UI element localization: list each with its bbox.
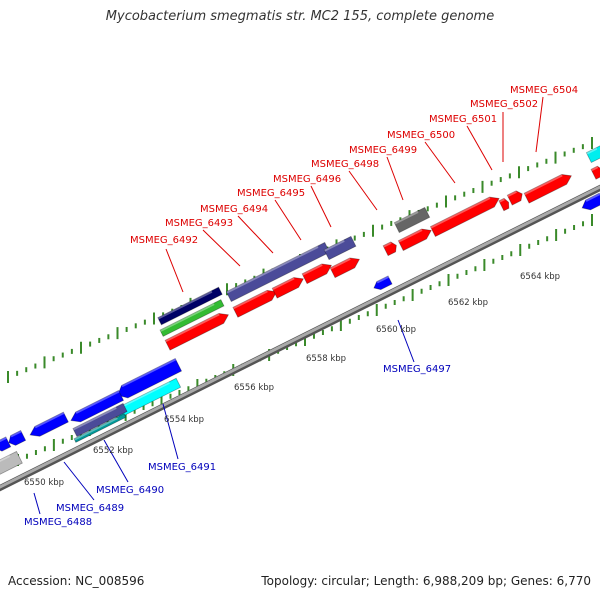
feature-green	[159, 299, 225, 337]
gene-6489-leader	[63, 461, 95, 501]
genome-summary: Topology: circular; Length: 6,988,209 bp…	[261, 574, 591, 588]
scale-label: 6562 kbp	[448, 298, 488, 308]
gene-6496-label: MSMEG_6496	[273, 174, 341, 185]
backbone	[0, 184, 600, 492]
accession-text: Accession: NC_008596	[8, 574, 145, 588]
gene-6493-leader	[202, 229, 241, 267]
gene-6496-leader	[310, 185, 332, 228]
gene-6494-leader	[237, 215, 274, 254]
gene-arrow-edge	[590, 165, 600, 180]
gene-arrow-6496	[329, 257, 361, 279]
scale-label: 6554 kbp	[164, 415, 204, 425]
gene-6500-label: MSMEG_6500	[387, 130, 455, 141]
scale-label: 6556 kbp	[234, 383, 274, 393]
gene-6488-label: MSMEG_6488	[24, 517, 92, 528]
scale-label: 6552 kbp	[93, 446, 133, 456]
gene-6490-leader	[103, 439, 129, 483]
gene-6498-label: MSMEG_6498	[311, 159, 379, 170]
map-title: Mycobacterium smegmatis str. MC2 155, co…	[105, 9, 495, 24]
scale-label: 6550 kbp	[24, 478, 64, 488]
gene-arrow-edge-rev	[581, 192, 600, 211]
gene-6499-label: MSMEG_6499	[349, 145, 417, 156]
gene-arrow-6504	[523, 174, 572, 204]
gene-arrow-6490	[70, 390, 125, 423]
gene-labels: MSMEG_6492 MSMEG_6493 MSMEG_6494 MSMEG_6495…	[24, 85, 578, 528]
gene-arrow-6491-a	[117, 357, 183, 399]
gene-6491-label: MSMEG_6491	[148, 462, 216, 473]
gene-arrow-6493	[232, 289, 278, 318]
gene-arrow-6494	[271, 277, 304, 299]
gene-6494-label: MSMEG_6494	[200, 204, 268, 215]
scale-label: 6558 kbp	[306, 354, 346, 364]
label-leaders	[33, 96, 544, 515]
gene-6502-label: MSMEG_6502	[470, 99, 538, 110]
gene-6499-leader	[386, 156, 404, 201]
feature-gray	[393, 206, 431, 234]
feature-violet-2	[323, 235, 357, 261]
gene-6498-leader	[348, 170, 378, 211]
gene-6504-leader	[535, 96, 544, 153]
gene-6501-label: MSMEG_6501	[429, 114, 497, 125]
feature-navy	[157, 286, 223, 326]
feature-light-gray	[0, 450, 23, 478]
backbone-line	[0, 185, 600, 489]
scale-label: 6560 kbp	[376, 325, 416, 335]
gene-arrow-6487	[0, 436, 12, 452]
feature-track	[0, 144, 600, 478]
gene-arrow-6501	[498, 197, 510, 212]
gene-arrow-6497	[373, 275, 393, 291]
gene-6492-leader	[165, 248, 184, 293]
feature-cyan-edge	[585, 144, 600, 164]
gene-arrow-6489	[29, 411, 69, 437]
feature-teal	[73, 413, 127, 443]
scale-label: 6564 kbp	[520, 272, 560, 282]
feature-violet-3	[72, 402, 128, 438]
gene-arrow-6502	[506, 190, 523, 206]
gene-arrow-6500	[429, 196, 500, 238]
gene-arrow-6488	[8, 429, 27, 446]
gene-6495-label: MSMEG_6495	[237, 188, 305, 199]
gene-6493-label: MSMEG_6493	[165, 218, 233, 229]
gene-6490-label: MSMEG_6490	[96, 485, 164, 496]
gene-arrow-6498	[382, 241, 397, 257]
gene-6488-leader	[33, 492, 41, 515]
gene-6489-label: MSMEG_6489	[56, 503, 124, 514]
gene-6501-leader	[466, 125, 493, 171]
gene-6504-label: MSMEG_6504	[510, 85, 578, 96]
gene-6497-leader	[397, 319, 415, 363]
gene-6500-leader	[424, 141, 456, 184]
gene-arrow-6492	[164, 313, 230, 351]
gene-arrow-6495	[301, 263, 333, 285]
gene-6495-leader	[274, 199, 302, 241]
gene-6497-label: MSMEG_6497	[383, 364, 451, 375]
gene-6491-leader	[162, 403, 179, 460]
scale-labels: 6550 kbp 6552 kbp 6554 kbp 6556 kbp 6558 kbp…	[24, 272, 560, 488]
gene-arrow-6499	[397, 228, 432, 252]
gene-6492-label: MSMEG_6492	[130, 235, 198, 246]
